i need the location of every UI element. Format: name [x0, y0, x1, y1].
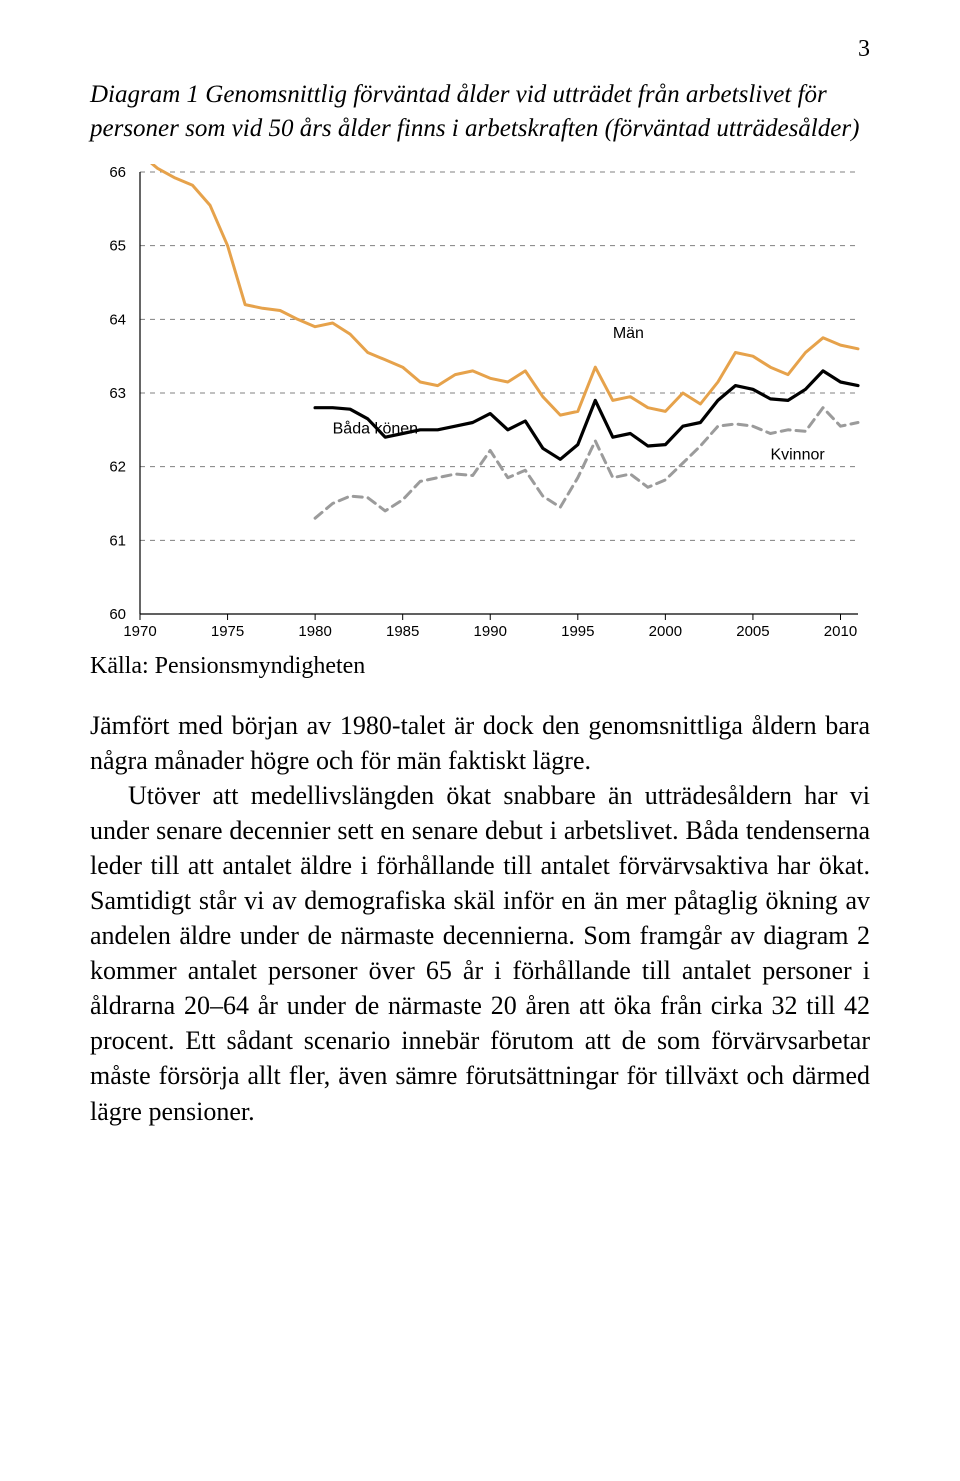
svg-text:Båda könen: Båda könen — [333, 419, 418, 437]
svg-text:1990: 1990 — [474, 623, 507, 640]
page-number: 3 — [858, 36, 870, 63]
svg-text:1975: 1975 — [211, 623, 244, 640]
svg-text:64: 64 — [109, 311, 126, 328]
svg-text:2010: 2010 — [824, 623, 857, 640]
chart-source: Källa: Pensionsmyndigheten — [90, 653, 870, 680]
svg-text:65: 65 — [109, 237, 126, 254]
svg-text:62: 62 — [109, 458, 126, 475]
body-text: Jämfört med början av 1980-talet är dock… — [90, 708, 870, 1129]
svg-text:60: 60 — [109, 606, 126, 623]
svg-text:1980: 1980 — [298, 623, 331, 640]
paragraph-2: Utöver att medellivslängden ökat snabbar… — [90, 781, 870, 1126]
line-chart: 60 61 62 63 64 65 66 1970 1975 1980 1985 1990 1995 20… — [90, 164, 870, 644]
svg-text:2005: 2005 — [736, 623, 769, 640]
paragraph-1: Jämfört med början av 1980-talet är dock… — [90, 711, 870, 775]
svg-text:2000: 2000 — [649, 623, 682, 640]
svg-text:1970: 1970 — [123, 623, 156, 640]
svg-text:63: 63 — [109, 385, 126, 402]
chart-caption: Diagram 1 Genomsnittlig förväntad ålder … — [90, 78, 870, 146]
svg-text:66: 66 — [109, 164, 126, 181]
svg-text:Män: Män — [613, 324, 644, 341]
svg-text:1985: 1985 — [386, 623, 419, 640]
svg-text:1995: 1995 — [561, 623, 594, 640]
svg-text:Kvinnor: Kvinnor — [770, 446, 825, 463]
svg-text:61: 61 — [109, 532, 126, 549]
chart-container: 60 61 62 63 64 65 66 1970 1975 1980 1985 1990 1995 20… — [90, 164, 870, 680]
